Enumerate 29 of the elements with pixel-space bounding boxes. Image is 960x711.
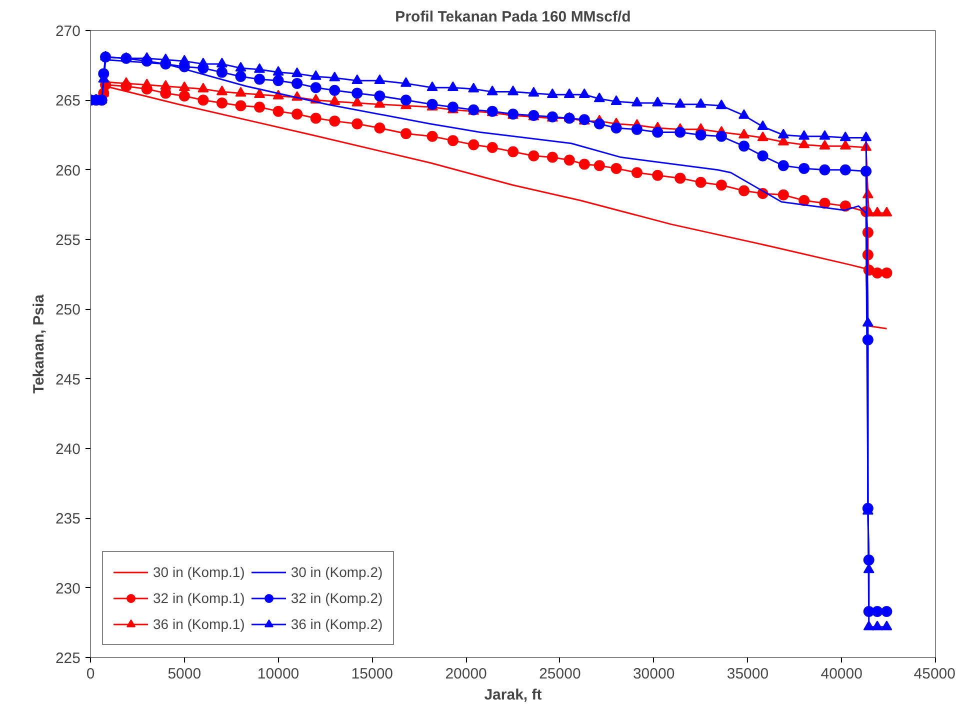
y-tick-label: 240 bbox=[55, 441, 81, 458]
y-tick-label: 265 bbox=[55, 92, 81, 110]
x-tick-label: 35000 bbox=[726, 666, 769, 682]
legend-label: 30 in (Komp.2) bbox=[290, 564, 383, 580]
chart-title: Profil Tekanan Pada 160 MMscf/d bbox=[395, 8, 631, 26]
x-tick-label: 0 bbox=[86, 666, 95, 682]
y-tick-label: 270 bbox=[55, 23, 81, 40]
y-tick-label: 245 bbox=[55, 371, 81, 388]
legend-label: 32 in (Komp.2) bbox=[290, 590, 383, 606]
y-tick-label: 250 bbox=[55, 302, 81, 319]
x-tick-label: 15000 bbox=[351, 666, 394, 682]
y-tick-label: 260 bbox=[55, 162, 81, 180]
legend-label: 36 in (Komp.2) bbox=[290, 616, 383, 632]
x-tick-label: 45000 bbox=[914, 666, 956, 682]
y-tick-label: 255 bbox=[55, 232, 81, 249]
y-tick-label: 230 bbox=[55, 580, 81, 598]
x-tick-label: 5000 bbox=[168, 666, 202, 682]
x-tick-label: 10000 bbox=[257, 666, 300, 682]
y-axis-title: Tekanan, Psia bbox=[30, 294, 48, 394]
x-tick-label: 30000 bbox=[632, 666, 675, 682]
x-tick-label: 25000 bbox=[539, 666, 581, 682]
x-axis-title: Jarak, ft bbox=[484, 686, 542, 704]
y-tick-label: 235 bbox=[55, 510, 81, 528]
x-tick-label: 40000 bbox=[820, 666, 862, 682]
legend-label: 30 in (Komp.1) bbox=[153, 564, 245, 580]
y-tick-label: 225 bbox=[55, 650, 81, 667]
legend-label: 36 in (Komp.1) bbox=[153, 616, 245, 632]
legend-label: 32 in (Komp.1) bbox=[153, 590, 245, 606]
x-tick-label: 20000 bbox=[445, 666, 487, 682]
